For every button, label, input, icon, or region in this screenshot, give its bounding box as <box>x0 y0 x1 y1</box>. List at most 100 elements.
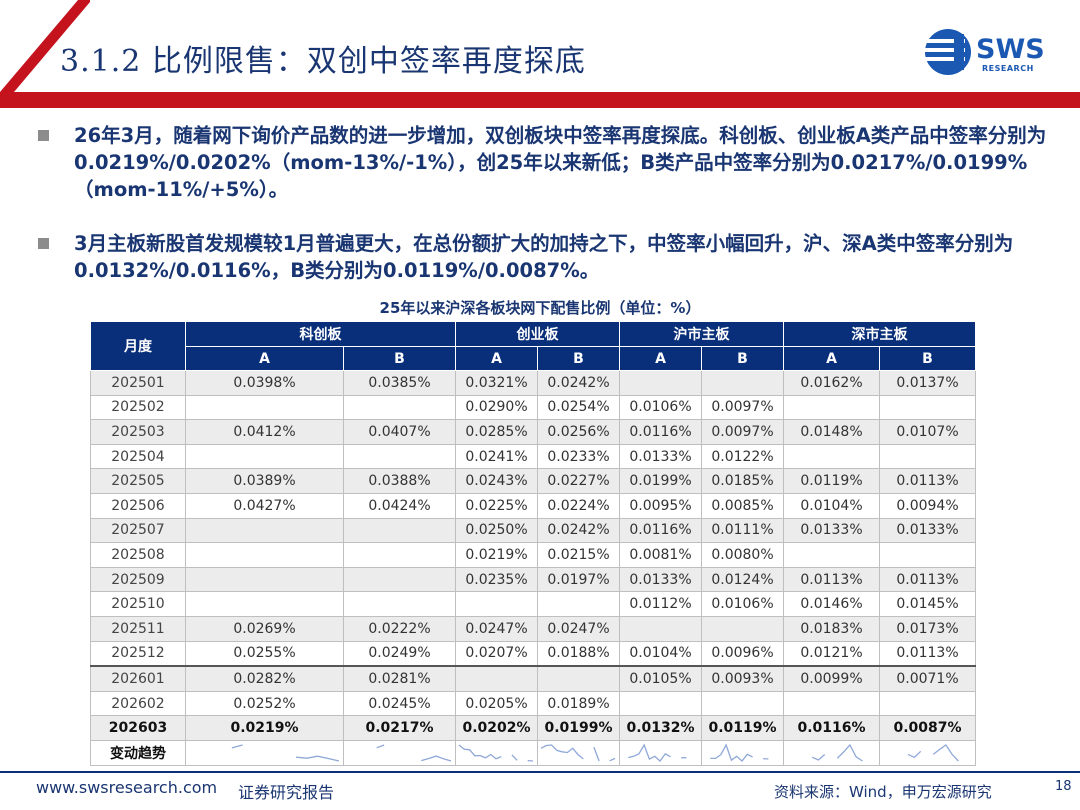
cell-value: 0.0107% <box>879 419 976 445</box>
trend-sparkline <box>540 744 616 762</box>
header-group-chinext: 创业板 <box>455 321 620 347</box>
cell-value: 0.0243% <box>455 468 538 494</box>
cell-value <box>185 443 344 470</box>
footer-label: 证券研究报告 <box>238 783 335 802</box>
cell-value <box>619 370 702 396</box>
trend-line <box>231 744 340 762</box>
header-group-sh-main: 沪市主板 <box>619 321 784 347</box>
cell-value: 0.0133% <box>619 443 702 470</box>
cell-value: 0.0188% <box>537 640 620 667</box>
cell-value: 0.0104% <box>783 492 880 519</box>
cell-value: 0.0087% <box>879 715 976 741</box>
cell-value: 0.0285% <box>455 419 538 445</box>
cell-value <box>619 690 702 717</box>
cell-value: 0.0106% <box>619 394 702 421</box>
header-month: 月度 <box>90 321 186 371</box>
cell-value <box>343 443 456 470</box>
trend-line <box>540 744 616 762</box>
cell-value: 0.0183% <box>783 615 880 642</box>
allotment-ratio-table: 月度 科创板 创业板 沪市主板 深市主板 A B A B A B A B 202… <box>90 321 976 766</box>
trend-row: 变动趋势 <box>90 739 976 766</box>
cell-value <box>343 566 456 593</box>
cell-value: 0.0424% <box>343 492 456 519</box>
cell-value: 0.0189% <box>537 690 620 717</box>
cell-value: 0.0133% <box>879 517 976 544</box>
cell-value <box>783 443 880 470</box>
cell-value: 0.0106% <box>701 591 784 617</box>
cell-value: 0.0225% <box>455 492 538 519</box>
header-sub-a: A <box>185 346 344 371</box>
cell-value <box>879 443 976 470</box>
table-row: 202511 0.0269% 0.0222% 0.0247% 0.0247% 0.0183… <box>90 615 976 642</box>
cell-value <box>185 591 344 617</box>
cell-value: 0.0290% <box>455 394 538 421</box>
trend-sparkline <box>784 742 878 764</box>
cell-value: 0.0071% <box>879 665 976 692</box>
trend-sparkline-cell <box>619 739 702 766</box>
cell-value: 0.0173% <box>879 615 976 642</box>
cell-value <box>185 394 344 421</box>
cell-value: 0.0121% <box>783 640 880 667</box>
cell-value <box>783 690 880 717</box>
cell-value <box>455 591 538 617</box>
cell-value: 0.0105% <box>619 665 702 692</box>
cell-value: 0.0235% <box>455 566 538 593</box>
table-row: 202506 0.0427% 0.0424% 0.0225% 0.0224% 0.0095… <box>90 492 976 519</box>
cell-month: 202501 <box>90 370 186 396</box>
bullet-point-1: 26年3月，随着网下询价产品数的进一步增加，双创板块中签率再度探底。科创板、创业… <box>38 122 1048 203</box>
cell-value: 0.0095% <box>619 492 702 519</box>
cell-month: 202510 <box>90 591 186 617</box>
cell-value: 0.0281% <box>343 665 456 692</box>
trend-sparkline-cell <box>783 739 880 766</box>
logo-name: SWS <box>976 34 1045 65</box>
bullet-square-icon <box>38 238 49 249</box>
logo-sub: RESEARCH <box>982 64 1034 73</box>
bullet-square-icon <box>38 130 49 141</box>
cell-value <box>343 542 456 568</box>
cell-value <box>701 615 784 642</box>
cell-value: 0.0146% <box>783 591 880 617</box>
table-row: 202502 0.0290% 0.0254% 0.0106% 0.0097% <box>90 394 976 421</box>
trend-sparkline <box>458 744 534 762</box>
bullet-text-1: 26年3月，随着网下询价产品数的进一步增加，双创板块中签率再度探底。科创板、创业… <box>74 124 1047 201</box>
cell-value: 0.0116% <box>783 715 880 741</box>
cell-value: 0.0133% <box>619 566 702 593</box>
cell-value: 0.0245% <box>343 690 456 717</box>
cell-value: 0.0217% <box>343 715 456 741</box>
cell-value: 0.0119% <box>701 715 784 741</box>
cell-value: 0.0199% <box>537 715 620 741</box>
cell-value: 0.0224% <box>537 492 620 519</box>
cell-value: 0.0113% <box>879 640 976 667</box>
cell-value: 0.0205% <box>455 690 538 717</box>
cell-month: 202506 <box>90 492 186 519</box>
cell-month: 202507 <box>90 517 186 544</box>
cell-value <box>343 517 456 544</box>
table-row: 202503 0.0412% 0.0407% 0.0285% 0.0256% 0.0116… <box>90 419 976 445</box>
cell-value: 0.0321% <box>455 370 538 396</box>
cell-value: 0.0093% <box>701 665 784 692</box>
footer-source: 资料来源：Wind，申万宏源研究 <box>774 783 992 801</box>
cell-value: 0.0241% <box>455 443 538 470</box>
page-number: 18 <box>1055 779 1072 794</box>
cell-value: 0.0113% <box>879 566 976 593</box>
cell-value: 0.0137% <box>879 370 976 396</box>
header-sub-b: B <box>701 346 784 371</box>
cell-value: 0.0219% <box>185 715 344 741</box>
footer-divider <box>0 771 1080 773</box>
cell-value <box>619 615 702 642</box>
cell-value <box>701 690 784 717</box>
trend-line <box>908 745 971 761</box>
footer-url[interactable]: www.swsresearch.com <box>36 778 218 797</box>
cell-month: 202502 <box>90 394 186 421</box>
bullet-point-2: 3月主板新股首发规模较1月普遍更大，在总份额扩大的加持之下，中签率小幅回升，沪、… <box>38 230 1048 284</box>
cell-value: 0.0080% <box>701 542 784 568</box>
cell-value: 0.0113% <box>783 566 880 593</box>
cell-value: 0.0122% <box>701 443 784 470</box>
cell-value: 0.0242% <box>537 517 620 544</box>
cell-value: 0.0282% <box>185 665 344 692</box>
cell-value <box>185 517 344 544</box>
cell-value: 0.0227% <box>537 468 620 494</box>
cell-month: 202509 <box>90 566 186 593</box>
sws-logo-icon <box>925 29 971 75</box>
cell-value: 0.0162% <box>783 370 880 396</box>
